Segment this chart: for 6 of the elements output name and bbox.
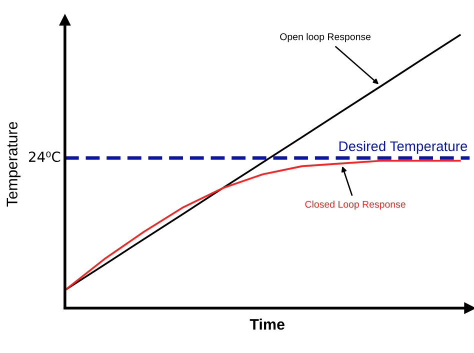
ref-line-label: Desired Temperature xyxy=(339,140,468,154)
x-axis-title: Time xyxy=(250,318,285,330)
text: 24⁰C xyxy=(28,152,60,162)
y-axis-title: Temperature xyxy=(6,122,20,207)
annotation: Open loop Response xyxy=(280,33,371,42)
annotation: Closed Loop Response xyxy=(305,200,406,210)
